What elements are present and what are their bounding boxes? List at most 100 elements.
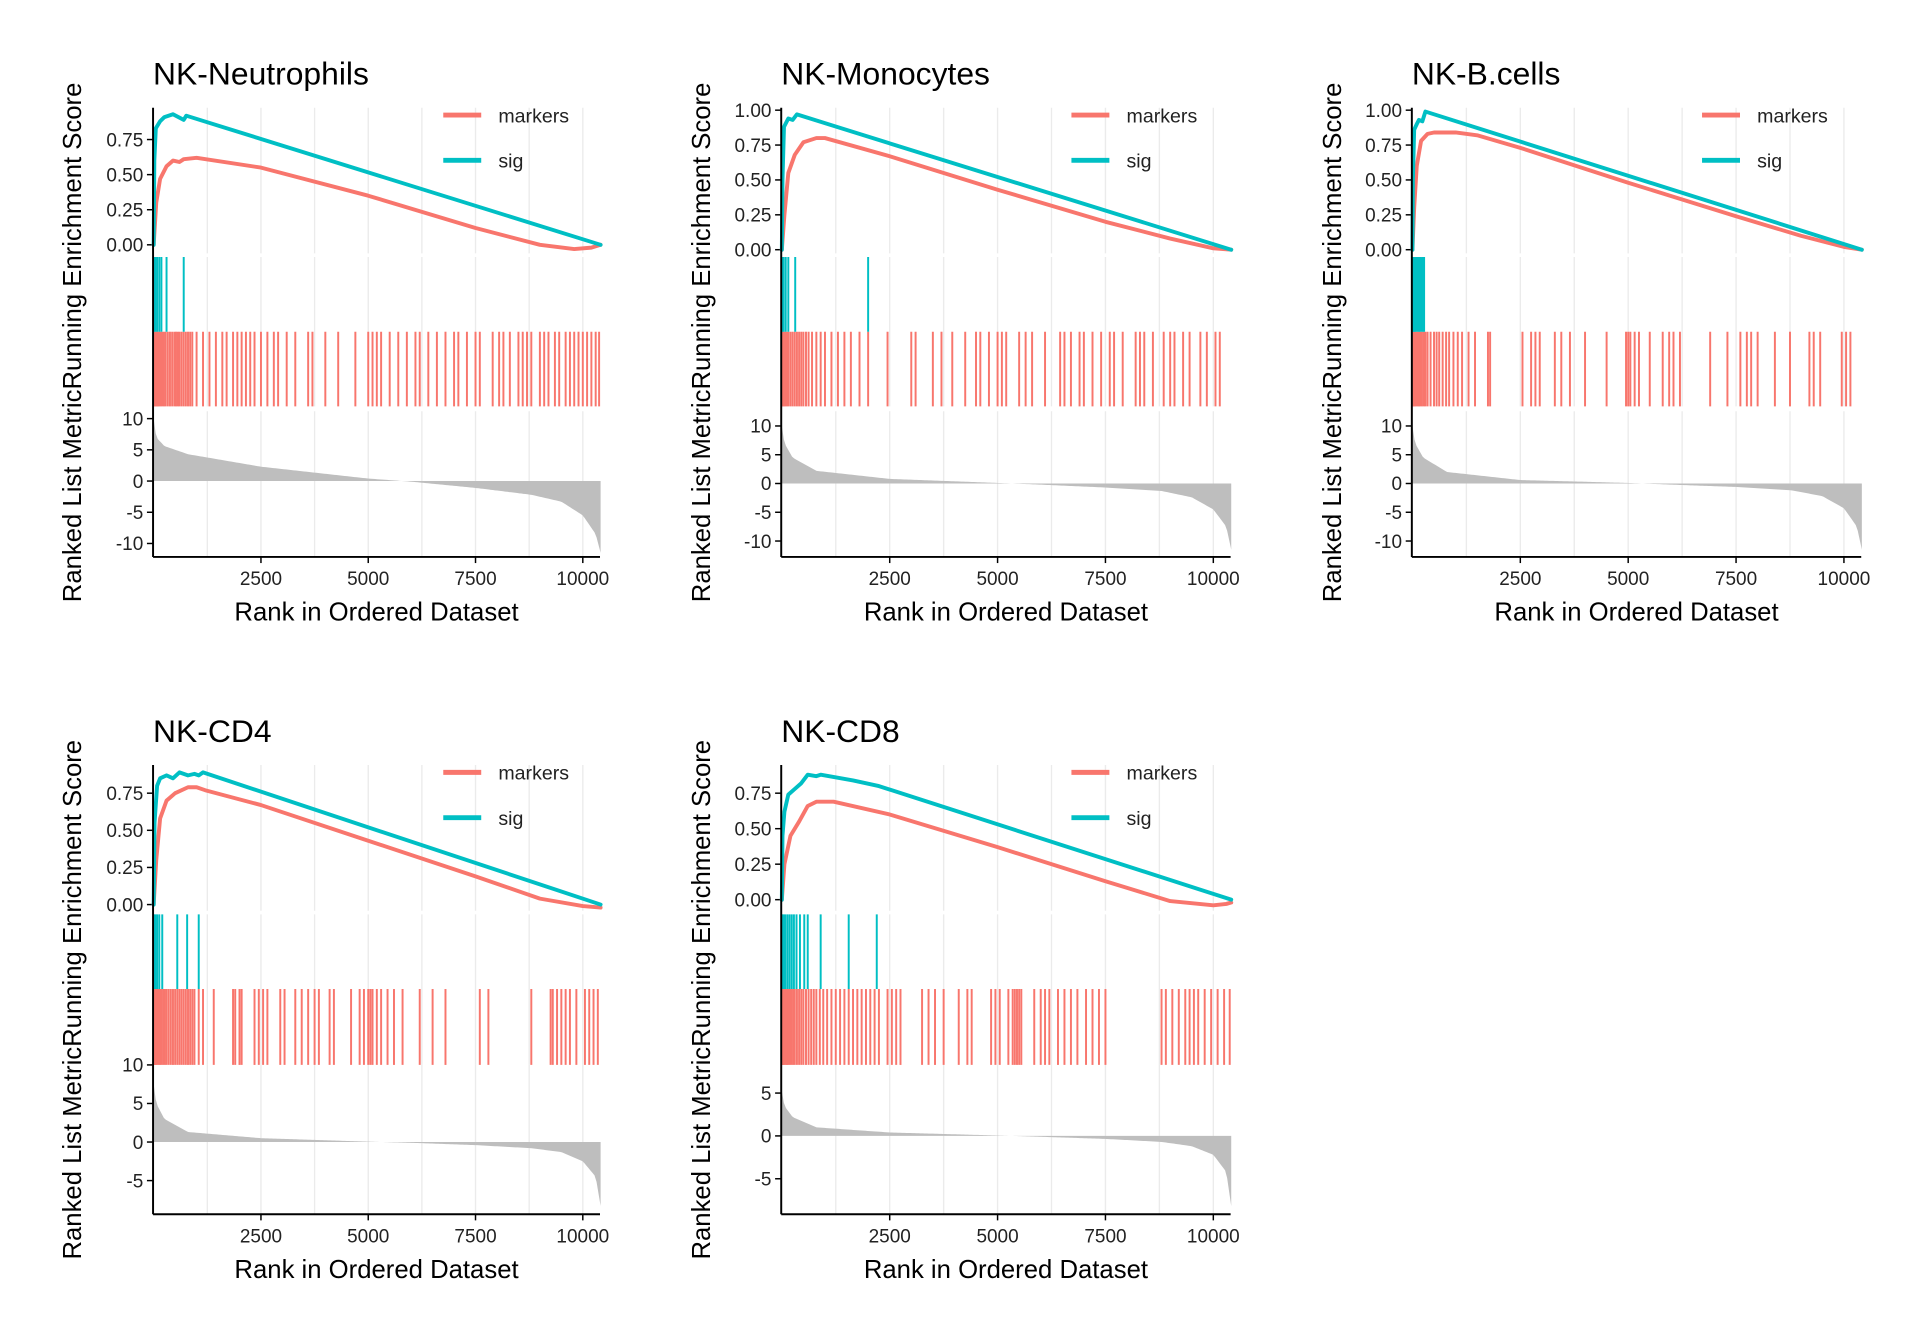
x-tick-label: 2500 — [1499, 569, 1541, 590]
legend-label-sig: sig — [498, 808, 523, 830]
es-tick-label: 0.50 — [735, 819, 772, 840]
y-axis-title-top: Running Enrichment Score — [688, 83, 716, 390]
hits-sig — [153, 257, 185, 332]
y-axis-title: Ranked List MetricRunning Enrichment Sco… — [688, 83, 716, 603]
es-line-sig — [151, 112, 603, 247]
y-axis-title-bottom: Ranked List Metric — [688, 389, 716, 602]
x-axis-title: Rank in Ordered Dataset — [864, 1256, 1148, 1284]
gridlines — [206, 107, 584, 557]
gsea-panel-NK-Monocytes: NK-Monocytes Ranked List MetricRunning En… — [688, 55, 1239, 626]
x-tick-label: 7500 — [1715, 569, 1757, 590]
hits-sig — [781, 914, 878, 990]
hits-markers — [1411, 331, 1852, 407]
legend: markers sig — [1071, 763, 1197, 830]
metric-tick-label: -5 — [126, 1171, 143, 1192]
gsea-panel-NK-Neutrophils: NK-Neutrophils Ranked List MetricRunning … — [59, 55, 609, 626]
hits-markers — [152, 331, 601, 407]
x-tick-label: 5000 — [1607, 569, 1649, 590]
gsea-panel-NK-CD8: NK-CD8 Ranked List MetricRunning Enrichme… — [688, 713, 1239, 1284]
ranked-metric-area — [1412, 425, 1862, 550]
es-tick-label: 0.25 — [735, 206, 772, 227]
panel-title: NK-B.cells — [1412, 55, 1561, 91]
ranked-metric-area — [153, 1084, 601, 1207]
x-axis-title: Rank in Ordered Dataset — [864, 599, 1148, 627]
es-tick-label: 0.75 — [106, 784, 143, 805]
x-tick-label: 7500 — [1084, 569, 1126, 590]
es-line-markers — [779, 136, 1234, 252]
x-tick-label: 5000 — [976, 569, 1018, 590]
x-tick-label: 5000 — [976, 1226, 1018, 1247]
es-tick-label: 0.50 — [106, 165, 143, 186]
metric-tick-label: -5 — [1385, 503, 1402, 524]
x-tick-label: 10000 — [1187, 1226, 1240, 1247]
y-axis-title: Ranked List MetricRunning Enrichment Sco… — [1319, 83, 1347, 603]
legend: markers sig — [443, 105, 569, 173]
panel-title: NK-CD8 — [781, 713, 900, 749]
legend-label-sig: sig — [1127, 808, 1152, 830]
legend-label-sig: sig — [1757, 151, 1782, 173]
metric-tick-label: 0 — [133, 472, 144, 493]
hits-markers — [781, 989, 1231, 1065]
metric-tick-label: 5 — [761, 1084, 772, 1105]
es-line-sig — [779, 772, 1234, 902]
y-axis-title: Ranked List MetricRunning Enrichment Sco… — [59, 740, 87, 1260]
metric-tick-label: 5 — [1391, 445, 1402, 466]
x-tick-label: 10000 — [1818, 569, 1871, 590]
y-axis-title-bottom: Ranked List Metric — [59, 1047, 87, 1260]
y-axis-title-bottom: Ranked List Metric — [1319, 389, 1347, 602]
hits-markers — [781, 331, 1221, 407]
es-tick-label: 0.25 — [106, 200, 143, 221]
metric-tick-label: 5 — [133, 1094, 144, 1115]
metric-tick-label: 10 — [122, 409, 143, 430]
metric-tick-label: 10 — [122, 1056, 143, 1077]
metric-tick-label: 0 — [1391, 474, 1402, 495]
es-tick-label: 0.25 — [1365, 206, 1402, 227]
es-tick-label: 0.00 — [106, 236, 143, 257]
es-line-sig — [1410, 109, 1864, 252]
es-line-markers — [151, 785, 603, 910]
metric-tick-label: 0 — [133, 1133, 144, 1154]
hits-markers — [152, 989, 599, 1065]
es-tick-label: 1.00 — [735, 101, 772, 122]
y-axis-title-top: Running Enrichment Score — [688, 740, 716, 1047]
x-tick-label: 10000 — [556, 1226, 609, 1247]
es-tick-label: 0.75 — [106, 130, 143, 151]
metric-tick-label: -10 — [744, 532, 771, 553]
y-axis-title-bottom: Ranked List Metric — [59, 389, 87, 602]
es-tick-label: 0.00 — [1365, 240, 1402, 261]
ranked-metric-area — [781, 1091, 1232, 1207]
panel-title: NK-Neutrophils — [153, 55, 369, 91]
x-axis-title: Rank in Ordered Dataset — [234, 599, 518, 627]
metric-tick-label: 10 — [750, 417, 771, 438]
hits-sig — [1411, 257, 1426, 332]
metric-tick-label: -10 — [116, 534, 143, 555]
es-tick-label: 0.50 — [1365, 171, 1402, 192]
metric-tick-label: -5 — [755, 1169, 772, 1190]
es-tick-label: 0.75 — [735, 136, 772, 157]
es-tick-label: 0.00 — [106, 895, 143, 916]
es-tick-label: 1.00 — [1365, 101, 1402, 122]
hits-sig — [781, 257, 870, 332]
x-tick-label: 2500 — [869, 569, 911, 590]
gsea-panel-NK-CD4: NK-CD4 Ranked List MetricRunning Enrichme… — [59, 713, 609, 1284]
es-tick-label: 0.75 — [735, 784, 772, 805]
x-tick-label: 2500 — [240, 569, 282, 590]
es-tick-label: 0.25 — [735, 855, 772, 876]
legend-label-markers: markers — [1127, 763, 1198, 785]
y-axis-title: Ranked List MetricRunning Enrichment Sco… — [688, 740, 716, 1260]
hits-sig — [153, 914, 200, 990]
x-tick-label: 7500 — [1084, 1226, 1126, 1247]
y-axis-title: Ranked List MetricRunning Enrichment Sco… — [59, 83, 87, 603]
y-axis-title-top: Running Enrichment Score — [1319, 83, 1347, 390]
es-line-markers — [779, 799, 1234, 908]
metric-tick-label: -5 — [755, 503, 772, 524]
legend-label-sig: sig — [498, 151, 523, 173]
x-tick-label: 2500 — [240, 1226, 282, 1247]
es-tick-label: 0.75 — [1365, 136, 1402, 157]
legend-label-sig: sig — [1127, 151, 1152, 173]
metric-tick-label: 0 — [761, 1127, 772, 1148]
gsea-panel-NK-B.cells: NK-B.cells Ranked List MetricRunning Enri… — [1319, 55, 1870, 626]
es-tick-label: 0.00 — [735, 890, 772, 911]
es-tick-label: 0.25 — [106, 858, 143, 879]
x-tick-label: 10000 — [556, 569, 609, 590]
